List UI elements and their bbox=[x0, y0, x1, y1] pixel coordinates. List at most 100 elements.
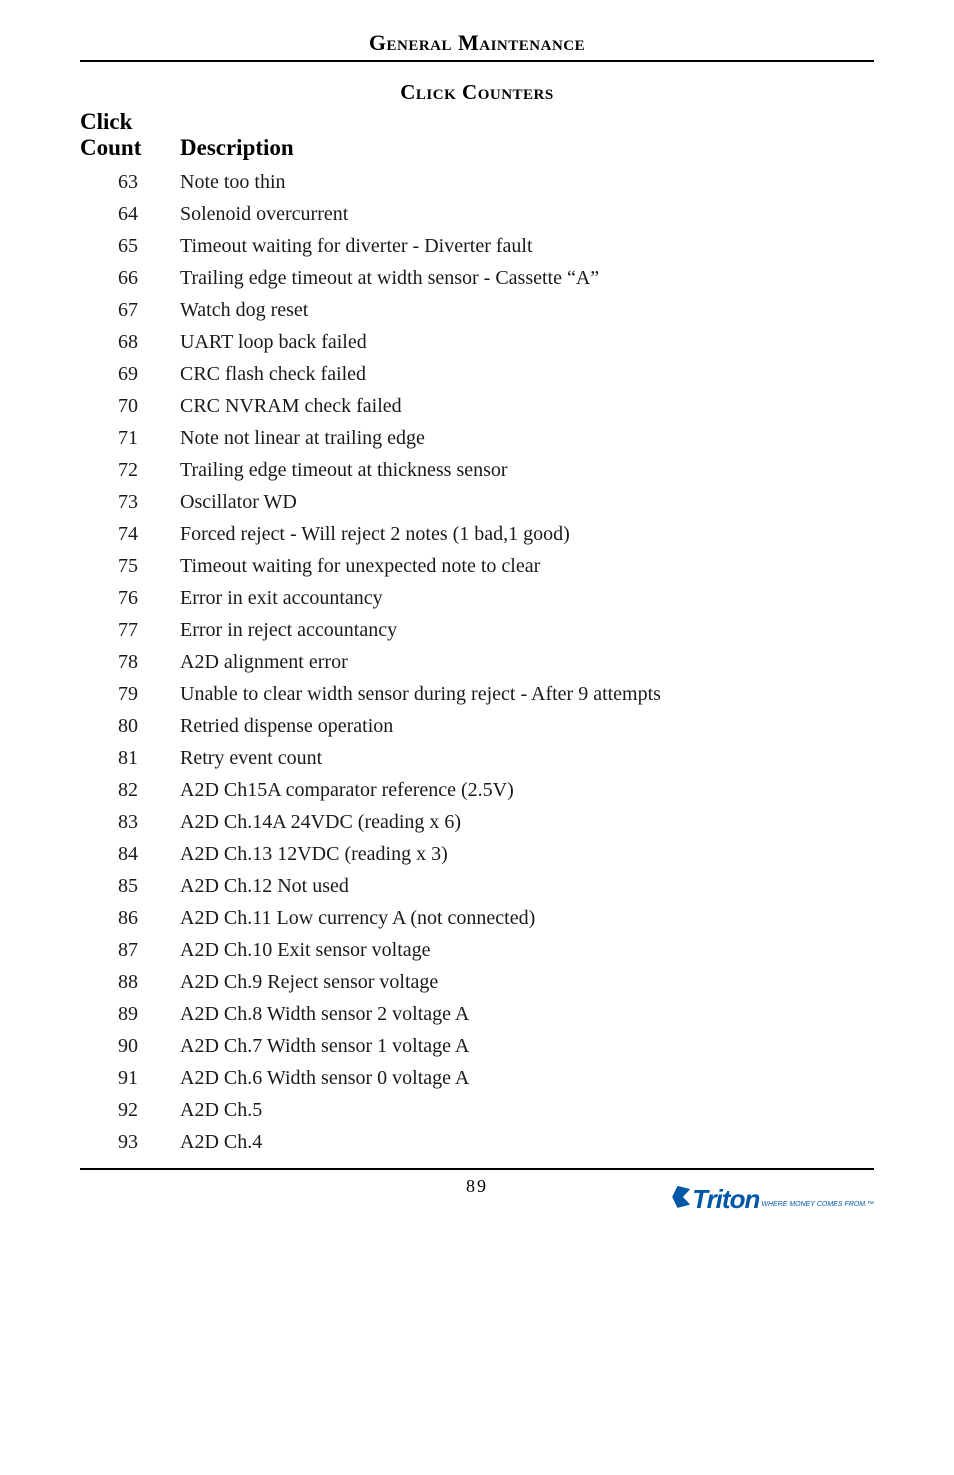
description-cell: A2D Ch.8 Width sensor 2 voltage A bbox=[180, 1003, 469, 1026]
table-row: 86A2D Ch.11 Low currency A (not connecte… bbox=[80, 907, 874, 930]
count-cell: 71 bbox=[80, 427, 180, 450]
table-row: 65Timeout waiting for diverter - Diverte… bbox=[80, 235, 874, 258]
description-cell: A2D Ch.14A 24VDC (reading x 6) bbox=[180, 811, 461, 834]
count-cell: 93 bbox=[80, 1131, 180, 1154]
table-row: 73Oscillator WD bbox=[80, 491, 874, 514]
count-cell: 64 bbox=[80, 203, 180, 226]
description-cell: A2D Ch.5 bbox=[180, 1099, 262, 1122]
logo-text: Triton bbox=[692, 1184, 759, 1215]
description-cell: Oscillator WD bbox=[180, 491, 297, 514]
description-cell: Note not linear at trailing edge bbox=[180, 427, 425, 450]
count-header-line2: Count bbox=[80, 135, 180, 161]
count-cell: 74 bbox=[80, 523, 180, 546]
count-cell: 73 bbox=[80, 491, 180, 514]
description-cell: Watch dog reset bbox=[180, 299, 308, 322]
table-row: 66Trailing edge timeout at width sensor … bbox=[80, 267, 874, 290]
table-row: 77Error in reject accountancy bbox=[80, 619, 874, 642]
count-cell: 92 bbox=[80, 1099, 180, 1122]
count-cell: 68 bbox=[80, 331, 180, 354]
count-cell: 87 bbox=[80, 939, 180, 962]
description-cell: A2D Ch.10 Exit sensor voltage bbox=[180, 939, 431, 962]
table-header-row: Click Count Description bbox=[80, 109, 874, 162]
table-row: 87A2D Ch.10 Exit sensor voltage bbox=[80, 939, 874, 962]
chapter-title: General Maintenance bbox=[80, 30, 874, 62]
count-cell: 70 bbox=[80, 395, 180, 418]
table-row: 74Forced reject - Will reject 2 notes (1… bbox=[80, 523, 874, 546]
table-row: 81Retry event count bbox=[80, 747, 874, 770]
description-cell: A2D alignment error bbox=[180, 651, 348, 674]
count-cell: 91 bbox=[80, 1067, 180, 1090]
description-cell: A2D Ch.4 bbox=[180, 1131, 262, 1154]
table-row: 69CRC flash check failed bbox=[80, 363, 874, 386]
logo-tagline: WHERE MONEY COMES FROM.™ bbox=[761, 1201, 874, 1208]
count-cell: 75 bbox=[80, 555, 180, 578]
description-cell: Solenoid overcurrent bbox=[180, 203, 348, 226]
count-cell: 88 bbox=[80, 971, 180, 994]
count-cell: 69 bbox=[80, 363, 180, 386]
table-row: 90A2D Ch.7 Width sensor 1 voltage A bbox=[80, 1035, 874, 1058]
count-cell: 80 bbox=[80, 715, 180, 738]
description-cell: Error in reject accountancy bbox=[180, 619, 397, 642]
table-row: 63Note too thin bbox=[80, 171, 874, 194]
description-cell: A2D Ch15A comparator reference (2.5V) bbox=[180, 779, 514, 802]
table-row: 68UART loop back failed bbox=[80, 331, 874, 354]
count-cell: 72 bbox=[80, 459, 180, 482]
count-cell: 79 bbox=[80, 683, 180, 706]
description-cell: Forced reject - Will reject 2 notes (1 b… bbox=[180, 523, 570, 546]
description-cell: A2D Ch.9 Reject sensor voltage bbox=[180, 971, 438, 994]
table-row: 82A2D Ch15A comparator reference (2.5V) bbox=[80, 779, 874, 802]
table-row: 80Retried dispense operation bbox=[80, 715, 874, 738]
table-row: 91A2D Ch.6 Width sensor 0 voltage A bbox=[80, 1067, 874, 1090]
table-row: 84A2D Ch.13 12VDC (reading x 3) bbox=[80, 843, 874, 866]
description-cell: Unable to clear width sensor during reje… bbox=[180, 683, 661, 706]
count-header-line1: Click bbox=[80, 109, 180, 135]
table-row: 79Unable to clear width sensor during re… bbox=[80, 683, 874, 706]
table-row: 88A2D Ch.9 Reject sensor voltage bbox=[80, 971, 874, 994]
table-row: 64Solenoid overcurrent bbox=[80, 203, 874, 226]
count-cell: 76 bbox=[80, 587, 180, 610]
logo-swoosh-icon bbox=[672, 1186, 690, 1208]
page-footer: 89 Triton WHERE MONEY COMES FROM.™ bbox=[80, 1168, 874, 1216]
count-cell: 85 bbox=[80, 875, 180, 898]
description-cell: A2D Ch.7 Width sensor 1 voltage A bbox=[180, 1035, 469, 1058]
count-cell: 86 bbox=[80, 907, 180, 930]
count-cell: 65 bbox=[80, 235, 180, 258]
description-cell: CRC NVRAM check failed bbox=[180, 395, 402, 418]
table-row: 72Trailing edge timeout at thickness sen… bbox=[80, 459, 874, 482]
table-row: 92A2D Ch.5 bbox=[80, 1099, 874, 1122]
table-row: 70CRC NVRAM check failed bbox=[80, 395, 874, 418]
description-cell: A2D Ch.12 Not used bbox=[180, 875, 349, 898]
description-cell: Note too thin bbox=[180, 171, 286, 194]
table-row: 85A2D Ch.12 Not used bbox=[80, 875, 874, 898]
count-cell: 66 bbox=[80, 267, 180, 290]
click-counters-table: Click Count Description 63Note too thin6… bbox=[80, 109, 874, 1154]
description-cell: Trailing edge timeout at width sensor - … bbox=[180, 267, 599, 290]
count-cell: 78 bbox=[80, 651, 180, 674]
description-cell: Timeout waiting for unexpected note to c… bbox=[180, 555, 540, 578]
description-cell: Retry event count bbox=[180, 747, 322, 770]
page-number: 89 bbox=[466, 1176, 488, 1197]
description-cell: CRC flash check failed bbox=[180, 363, 366, 386]
count-cell: 67 bbox=[80, 299, 180, 322]
table-row: 75Timeout waiting for unexpected note to… bbox=[80, 555, 874, 578]
description-cell: Error in exit accountancy bbox=[180, 587, 383, 610]
table-row: 76Error in exit accountancy bbox=[80, 587, 874, 610]
description-cell: Trailing edge timeout at thickness senso… bbox=[180, 459, 508, 482]
description-cell: A2D Ch.13 12VDC (reading x 3) bbox=[180, 843, 448, 866]
description-cell: A2D Ch.11 Low currency A (not connected) bbox=[180, 907, 535, 930]
table-row: 93A2D Ch.4 bbox=[80, 1131, 874, 1154]
count-cell: 82 bbox=[80, 779, 180, 802]
count-cell: 84 bbox=[80, 843, 180, 866]
count-column-header: Click Count bbox=[80, 109, 180, 162]
table-row: 83A2D Ch.14A 24VDC (reading x 6) bbox=[80, 811, 874, 834]
description-cell: UART loop back failed bbox=[180, 331, 367, 354]
count-cell: 89 bbox=[80, 1003, 180, 1026]
count-cell: 81 bbox=[80, 747, 180, 770]
description-cell: A2D Ch.6 Width sensor 0 voltage A bbox=[180, 1067, 469, 1090]
table-row: 89A2D Ch.8 Width sensor 2 voltage A bbox=[80, 1003, 874, 1026]
section-title: Click Counters bbox=[80, 80, 874, 105]
description-column-header: Description bbox=[180, 135, 294, 161]
description-cell: Retried dispense operation bbox=[180, 715, 393, 738]
count-cell: 63 bbox=[80, 171, 180, 194]
triton-logo: Triton WHERE MONEY COMES FROM.™ bbox=[672, 1184, 874, 1215]
